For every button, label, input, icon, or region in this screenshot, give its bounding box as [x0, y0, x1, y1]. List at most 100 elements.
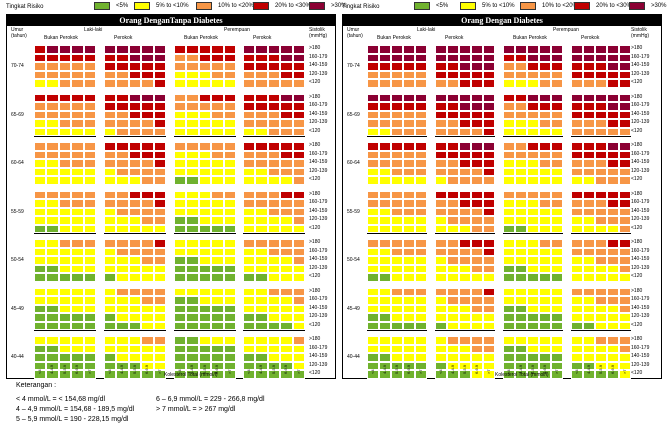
risk-cell: [619, 296, 631, 305]
risk-cell: [243, 167, 256, 177]
risk-cell: [435, 287, 447, 297]
risk-cell: [403, 247, 415, 257]
risk-cell: [471, 79, 483, 88]
chart-title: Orang Dengan Diabetes: [343, 15, 661, 26]
risk-cell: [243, 256, 256, 265]
risk-cell: [46, 199, 59, 208]
risk-cell: [267, 62, 281, 71]
risk-cell: [292, 370, 305, 379]
risk-cell: [186, 273, 199, 282]
risk-cell: [527, 70, 539, 80]
sbp-level-label: 140-159: [631, 304, 650, 311]
risk-cell: [46, 353, 59, 362]
risk-cell: [515, 62, 527, 71]
risk-cell: [447, 93, 459, 103]
risk-cell: [153, 102, 166, 111]
risk-cell: [141, 287, 154, 297]
risk-cell: [223, 119, 236, 128]
risk-cell: [83, 321, 96, 331]
risk-cell: [403, 167, 415, 177]
risk-cell: [267, 313, 281, 322]
risk-cell: [58, 167, 72, 177]
risk-cell: [379, 296, 391, 305]
risk-cell: [539, 142, 551, 151]
risk-cell: [243, 353, 256, 362]
risk-cell: [607, 247, 619, 257]
risk-cell: [583, 127, 595, 137]
risk-cell: [83, 207, 96, 217]
risk-cell: [83, 142, 96, 151]
risk-cell: [595, 321, 607, 331]
risk-cell: [551, 53, 563, 63]
risk-cell: [379, 304, 391, 314]
risk-cell: [527, 344, 539, 354]
risk-cell: [71, 273, 84, 282]
risk-cell: [71, 361, 84, 371]
risk-cell: [255, 247, 268, 257]
risk-cell: [415, 296, 427, 305]
risk-cell: [153, 119, 166, 128]
risk-cell: [174, 344, 187, 354]
risk-cell: [515, 224, 527, 234]
risk-cell: [391, 176, 403, 185]
risk-cell: [128, 167, 142, 177]
risk-cell: [503, 353, 515, 362]
risk-cell: [34, 79, 47, 88]
age-group-label: 50-54: [11, 257, 24, 263]
risk-cell: [551, 167, 563, 177]
risk-cell: [211, 344, 224, 354]
risk-cell: [71, 93, 84, 103]
risk-cell: [153, 256, 166, 265]
risk-cell: [198, 336, 212, 345]
risk-cell: [58, 142, 72, 151]
risk-cell: [153, 127, 166, 137]
risk-cell: [153, 287, 166, 297]
risk-cell: [223, 176, 236, 185]
risk-cell: [539, 287, 551, 297]
risk-cell: [71, 79, 84, 88]
risk-cell: [571, 370, 583, 379]
risk-cell: [211, 370, 224, 379]
x-tick-label: 4-4.9: [119, 364, 125, 374]
risk-cell: [483, 190, 495, 200]
risk-cell: [153, 142, 166, 151]
risk-cell: [153, 344, 166, 354]
risk-cell: [483, 70, 495, 80]
risk-cell: [367, 150, 379, 160]
sbp-level-label: <120: [309, 127, 321, 134]
risk-cell: [198, 119, 212, 128]
risk-cell: [58, 296, 72, 305]
risk-cell: [367, 353, 379, 362]
risk-cell: [71, 167, 84, 177]
risk-cell: [571, 296, 583, 305]
risk-cell: [415, 70, 427, 80]
risk-cell: [551, 321, 563, 331]
risk-cell: [607, 336, 619, 345]
risk-cell: [447, 216, 459, 225]
legend-item: 20% to <30%: [574, 2, 632, 10]
risk-cell: [607, 79, 619, 88]
risk-cell: [267, 256, 281, 265]
risk-cell: [186, 370, 199, 379]
risk-cell: [223, 167, 236, 177]
x-tick-label: 4-4.9: [586, 364, 591, 374]
risk-cell: [483, 273, 495, 282]
risk-cell: [571, 79, 583, 88]
risk-cell: [503, 199, 515, 208]
risk-cell: [539, 224, 551, 234]
risk-cell: [619, 304, 631, 314]
risk-cell: [34, 336, 47, 345]
risk-cell: [583, 370, 595, 379]
risk-cell: [292, 119, 305, 128]
risk-cell: [459, 150, 471, 160]
risk-cell: [619, 79, 631, 88]
x-tick-label: <4: [107, 369, 112, 374]
risk-cell: [539, 273, 551, 282]
risk-cell: [211, 167, 224, 177]
risk-cell: [459, 247, 471, 257]
risk-cell: [34, 110, 47, 120]
risk-cell: [186, 79, 199, 88]
risk-cell: [571, 102, 583, 111]
x-tick-label: <4: [246, 369, 251, 374]
risk-cell: [551, 110, 563, 120]
